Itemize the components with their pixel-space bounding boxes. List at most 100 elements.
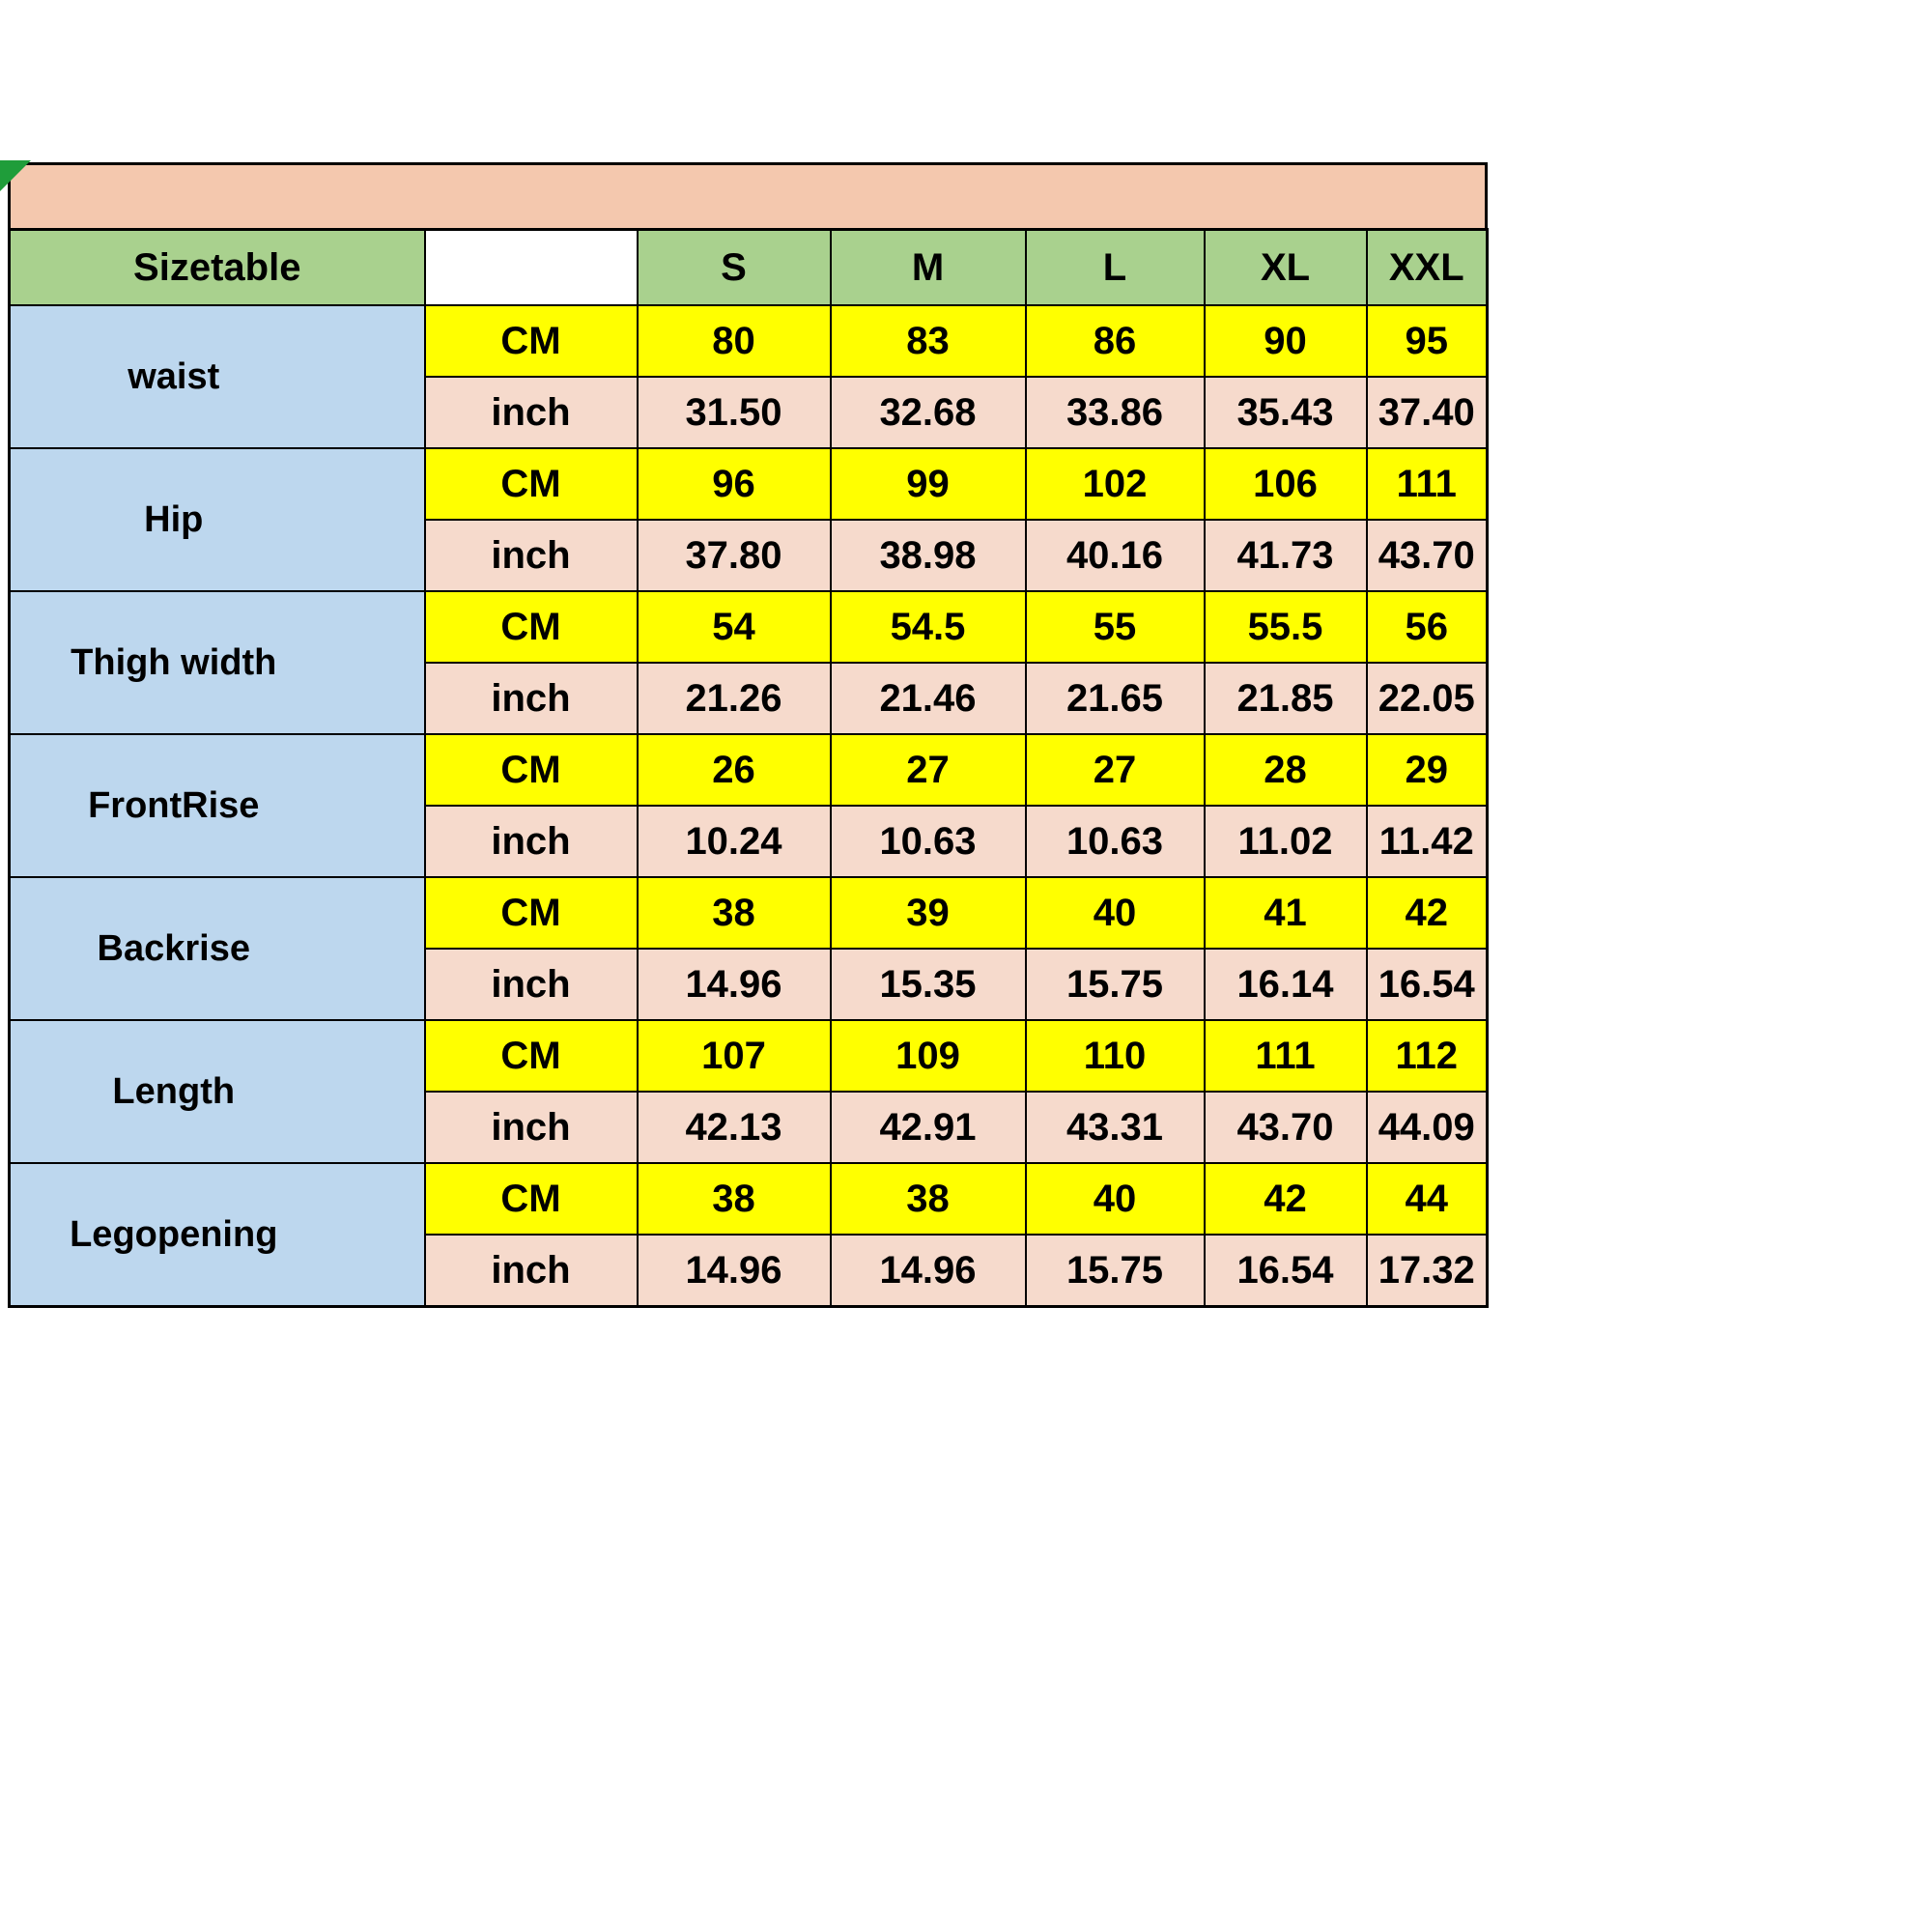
cell-frontrise-cm-xxl: 29 [1365,733,1489,807]
cell-hip-inch-xxl: 43.70 [1365,519,1489,592]
legopening-cm-row: Legopening CM 38 38 40 42 44 [8,1162,1489,1308]
cell-waist-cm-xxl: 95 [1365,304,1489,378]
row-label-hip: Hip [8,447,426,592]
row-label-frontrise: FrontRise [8,733,426,878]
cell-length-inch-xl: 43.70 [1203,1091,1368,1164]
cell-waist-cm-m: 83 [829,304,1027,378]
hip-cm-row: Hip CM 96 99 102 106 111 [8,447,1489,592]
cell-legopening-inch-m: 14.96 [829,1234,1027,1308]
cell-frontrise-cm-l: 27 [1024,733,1206,807]
cell-backrise-inch-l: 15.75 [1024,948,1206,1021]
cell-hip-inch-l: 40.16 [1024,519,1206,592]
cell-thigh-cm-m: 54.5 [829,590,1027,664]
cell-hip-inch-s: 37.80 [636,519,832,592]
table-title: Sizetable [8,228,426,306]
row-label-backrise: Backrise [8,876,426,1021]
cell-hip-cm-l: 102 [1024,447,1206,521]
unit-cm-label: CM [423,876,639,950]
size-header-xl: XL [1203,228,1368,306]
cell-thigh-cm-xxl: 56 [1365,590,1489,664]
cell-backrise-cm-s: 38 [636,876,832,950]
thigh-cm-row: Thigh width CM 54 54.5 55 55.5 56 [8,590,1489,735]
legopening-inch-row: inch 14.96 14.96 15.75 16.54 17.32 [10,1234,1489,1308]
unit-inch-label: inch [423,376,639,449]
top-band [8,162,1488,228]
unit-inch-label: inch [423,1091,639,1164]
cell-frontrise-cm-m: 27 [829,733,1027,807]
cell-legopening-inch-xl: 16.54 [1203,1234,1368,1308]
cell-backrise-inch-s: 14.96 [636,948,832,1021]
cell-hip-inch-xl: 41.73 [1203,519,1368,592]
cell-thigh-inch-m: 21.46 [829,662,1027,735]
cell-backrise-inch-xxl: 16.54 [1365,948,1489,1021]
row-label-waist: waist [8,304,426,449]
cell-length-inch-l: 43.31 [1024,1091,1206,1164]
cell-legopening-inch-l: 15.75 [1024,1234,1206,1308]
cell-frontrise-cm-s: 26 [636,733,832,807]
cell-frontrise-inch-l: 10.63 [1024,805,1206,878]
cell-legopening-cm-m: 38 [829,1162,1027,1236]
row-label-length: Length [8,1019,426,1164]
cell-length-cm-l: 110 [1024,1019,1206,1093]
spreadsheet-corner-triangle-icon [0,160,31,191]
unit-inch-label: inch [423,805,639,878]
cell-length-inch-s: 42.13 [636,1091,832,1164]
cell-thigh-inch-xxl: 22.05 [1365,662,1489,735]
cell-legopening-cm-l: 40 [1024,1162,1206,1236]
cell-thigh-cm-xl: 55.5 [1203,590,1368,664]
row-label-thigh-width: Thigh width [8,590,426,735]
cell-thigh-inch-s: 21.26 [636,662,832,735]
backrise-inch-row: inch 14.96 15.35 15.75 16.14 16.54 [10,948,1489,1021]
cell-length-cm-xl: 111 [1203,1019,1368,1093]
cell-frontrise-inch-s: 10.24 [636,805,832,878]
cell-frontrise-cm-xl: 28 [1203,733,1368,807]
cell-waist-cm-xl: 90 [1203,304,1368,378]
cell-legopening-cm-s: 38 [636,1162,832,1236]
cell-backrise-cm-l: 40 [1024,876,1206,950]
backrise-cm-row: Backrise CM 38 39 40 41 42 [8,876,1489,1021]
size-chart-sheet: Sizetable S M L XL XXL waist CM 80 83 86… [0,160,1489,1308]
cell-hip-inch-m: 38.98 [829,519,1027,592]
cell-length-cm-xxl: 112 [1365,1019,1489,1093]
cell-waist-inch-xxl: 37.40 [1365,376,1489,449]
cell-waist-inch-l: 33.86 [1024,376,1206,449]
cell-length-cm-s: 107 [636,1019,832,1093]
cell-frontrise-inch-m: 10.63 [829,805,1027,878]
cell-waist-inch-xl: 35.43 [1203,376,1368,449]
length-inch-row: inch 42.13 42.91 43.31 43.70 44.09 [10,1091,1489,1164]
thigh-inch-row: inch 21.26 21.46 21.65 21.85 22.05 [10,662,1489,735]
cell-waist-cm-l: 86 [1024,304,1206,378]
unit-cm-label: CM [423,1019,639,1093]
cell-waist-inch-s: 31.50 [636,376,832,449]
size-header-xxl: XXL [1365,228,1489,306]
cell-frontrise-inch-xxl: 11.42 [1365,805,1489,878]
row-label-legopening: Legopening [8,1162,426,1308]
cell-backrise-cm-xxl: 42 [1365,876,1489,950]
unit-cm-label: CM [423,590,639,664]
unit-cm-label: CM [423,447,639,521]
cell-thigh-inch-xl: 21.85 [1203,662,1368,735]
cell-hip-cm-m: 99 [829,447,1027,521]
cell-thigh-cm-l: 55 [1024,590,1206,664]
cell-backrise-cm-xl: 41 [1203,876,1368,950]
cell-hip-cm-xxl: 111 [1365,447,1489,521]
header-row: Sizetable S M L XL XXL [8,228,1489,306]
cell-waist-inch-m: 32.68 [829,376,1027,449]
cell-hip-cm-s: 96 [636,447,832,521]
unit-inch-label: inch [423,948,639,1021]
cell-legopening-inch-s: 14.96 [636,1234,832,1308]
size-header-m: M [829,228,1027,306]
cell-thigh-inch-l: 21.65 [1024,662,1206,735]
unit-cm-label: CM [423,304,639,378]
waist-cm-row: waist CM 80 83 86 90 95 [8,304,1489,449]
cell-thigh-cm-s: 54 [636,590,832,664]
cell-legopening-inch-xxl: 17.32 [1365,1234,1489,1308]
cell-length-inch-xxl: 44.09 [1365,1091,1489,1164]
frontrise-inch-row: inch 10.24 10.63 10.63 11.02 11.42 [10,805,1489,878]
frontrise-cm-row: FrontRise CM 26 27 27 28 29 [8,733,1489,878]
cell-legopening-cm-xl: 42 [1203,1162,1368,1236]
cell-length-inch-m: 42.91 [829,1091,1027,1164]
size-table: Sizetable S M L XL XXL waist CM 80 83 86… [8,228,1489,1308]
cell-backrise-cm-m: 39 [829,876,1027,950]
cell-legopening-cm-xxl: 44 [1365,1162,1489,1236]
